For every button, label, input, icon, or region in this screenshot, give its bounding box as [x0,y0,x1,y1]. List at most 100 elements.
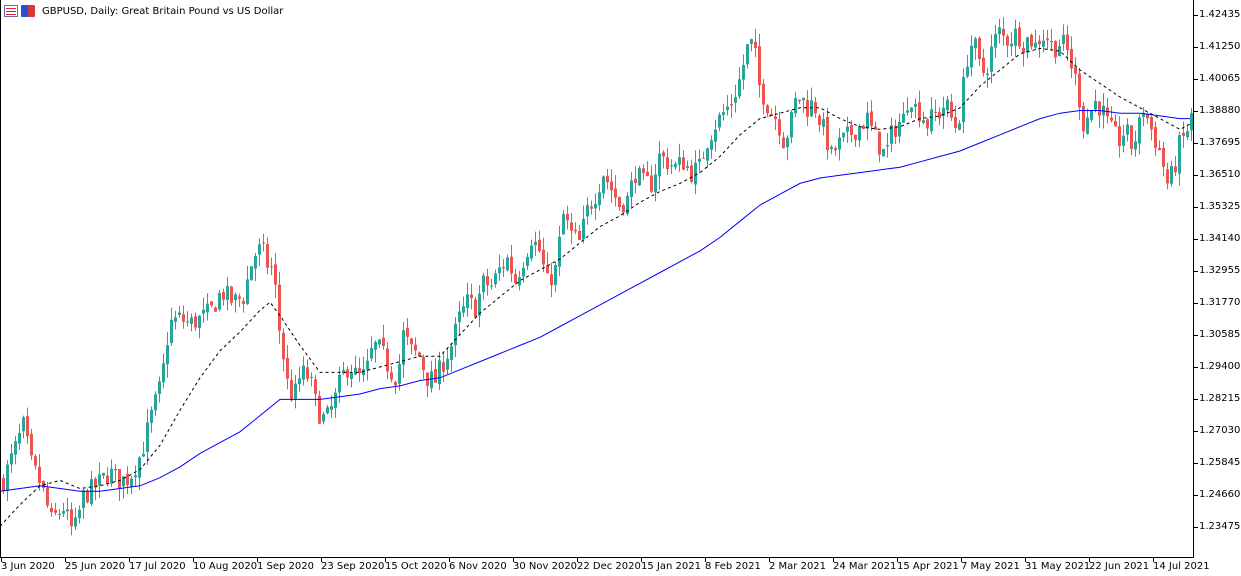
candle [1046,30,1049,50]
candle-body-bull [554,264,557,285]
candle [954,105,957,133]
candle-body-bull [658,153,661,177]
candle [374,340,377,363]
candle [666,147,669,175]
candle [602,175,605,199]
candle [610,169,613,204]
candle [250,266,253,281]
candle-body-bear [806,100,809,117]
candle-body-bull [142,453,145,457]
candle [158,376,161,403]
candle [1110,106,1113,123]
candle-body-bear [634,178,637,184]
candle [1026,36,1029,59]
candle-body-bear [486,276,489,286]
candle [758,33,761,98]
candle-body-bull [746,44,749,65]
candle [738,67,741,99]
candle-body-bear [222,291,225,300]
candle-body-bull [750,39,753,44]
candle [718,112,721,132]
candle [518,270,521,291]
candle [442,351,445,382]
candle-body-bull [1138,117,1141,144]
candle-body-bull [302,365,305,380]
candle-body-bear [394,381,397,386]
candle-body-bull [674,163,677,168]
candle-body-bear [214,307,217,312]
time-tick-label: 3 Jun 2020 [1,561,55,572]
candle [722,104,725,121]
candle-body-bull [942,107,945,116]
candle [514,268,517,285]
candle-body-bull [18,432,21,444]
save-template-icon[interactable] [21,5,35,17]
candle-body-bear [2,478,5,492]
candle [510,244,513,283]
candle-body-bear [318,395,321,424]
candle [838,128,841,161]
candle [546,252,549,274]
candle [882,148,885,157]
candle [134,465,137,487]
candle-body-bear [954,117,957,129]
candle [618,196,621,211]
candle-body-bear [358,368,361,374]
candle-body-bull [494,273,497,285]
candle-body-bull [74,517,77,527]
candle [466,282,469,317]
candle-body-bull [722,112,725,116]
candle [830,144,833,155]
candle-body-bull [58,513,61,515]
candle-body-bear [754,41,757,49]
candle [682,150,685,170]
candle [494,269,497,288]
candle [730,94,733,119]
candle-body-bear [510,256,513,274]
candle [98,462,101,498]
candle-body-bull [334,392,337,409]
candle [262,233,265,252]
candle [306,359,309,382]
time-tick-label: 15 Oct 2020 [385,561,447,572]
candle [334,388,337,418]
candle-body-bull [498,267,501,274]
candle-body-bear [46,487,49,506]
candle [30,428,33,460]
candle-body-bull [362,369,365,376]
candle-body-bear [730,104,733,106]
candle-body-bear [894,125,897,137]
candle-body-bull [726,106,729,111]
candle-body-bull [430,371,433,389]
candle [1022,41,1025,67]
candle [766,104,769,118]
candle-body-bear [30,433,33,456]
candle-body-bull [6,464,9,492]
candle [438,351,441,390]
candle [358,357,361,382]
candle-body-bear [502,266,505,269]
candle [594,193,597,220]
candle-body-bear [550,274,553,286]
candle [538,230,541,253]
candle-body-bear [1054,40,1057,58]
candle [810,87,813,118]
chart-table-icon[interactable] [4,5,18,17]
candle [586,197,589,225]
candle [638,165,641,186]
candle [26,407,29,444]
candle [550,262,553,298]
candle-body-bear [766,105,769,114]
candle-body-bull [370,347,373,359]
candle-body-bear [618,196,621,208]
candle [742,54,745,90]
candle-body-bull [790,112,793,138]
candle-body-bear [306,367,309,379]
candle [1154,121,1157,156]
candle [1182,121,1185,148]
candle-body-bull [630,180,633,198]
candle-body-bear [470,294,473,299]
candle-body-bull [534,241,537,246]
